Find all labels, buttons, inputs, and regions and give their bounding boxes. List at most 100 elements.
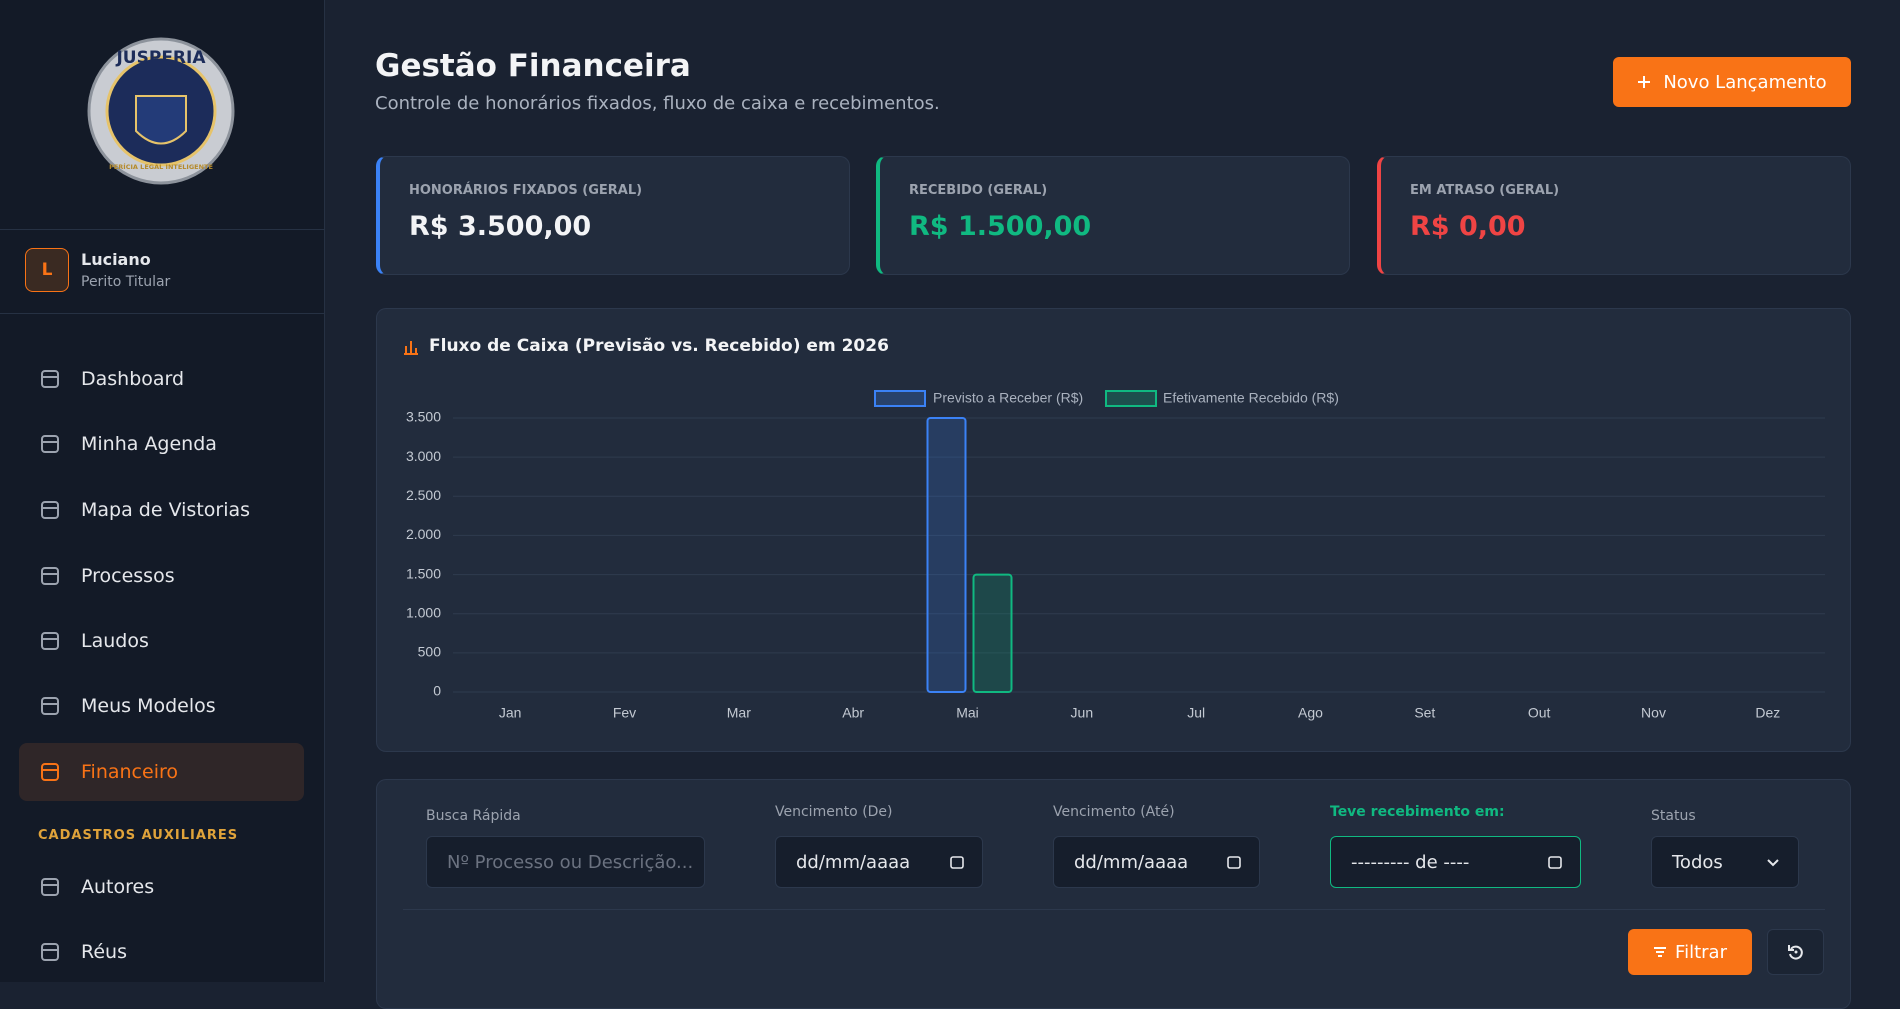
card-label: EM ATRASO (GERAL) [1410,183,1560,198]
nav-icon [41,943,59,961]
filter-label: Status [1651,808,1696,824]
nav-label: Laudos [81,630,149,652]
filter-panel [376,779,1851,1009]
user-name: Luciano [81,250,151,269]
x-tick-label: Jun [1071,705,1094,721]
stat-card: HONORÁRIOS FIXADOS (GERAL) R$ 3.500,00 [376,156,850,275]
nav-icon [41,763,59,781]
input-text: Todos [1672,851,1723,873]
nav-item[interactable]: Réus [19,923,304,981]
filter-input[interactable]: dd/mm/aaaa [1053,836,1260,888]
nav-icon [41,567,59,585]
input-text: dd/mm/aaaa [1074,851,1189,873]
filter-icon [1654,947,1667,957]
y-tick-label: 2.500 [406,487,441,503]
legend-label: Efetivamente Recebido (R$) [1163,390,1339,406]
nav-label: Meus Modelos [81,695,216,717]
reset-button[interactable] [1767,929,1824,975]
card-value: R$ 1.500,00 [909,211,1092,242]
button-label: Novo Lançamento [1663,71,1827,93]
dropdown-icon [1767,859,1779,867]
nav-label: Réus [81,941,127,963]
filter-input[interactable]: dd/mm/aaaa [775,836,983,888]
nav-label: Financeiro [81,761,178,783]
reset-icon [1787,945,1803,960]
legend-label: Previsto a Receber (R$) [933,390,1083,406]
x-tick-label: Set [1414,705,1435,721]
page: {"sidebar": {"brand": "JUSPERIA", "brand… [0,0,1851,1009]
input-text: --------- de ---- [1351,851,1470,873]
nav-icon [41,435,59,453]
nav-icon [41,632,59,650]
avatar: L [25,248,69,292]
nav-item[interactable]: Minha Agenda [19,415,304,473]
icon-shape [1767,859,1779,867]
x-tick-label: Mai [956,705,979,721]
nav-icon [41,878,59,896]
filter-label: Vencimento (Até) [1053,804,1175,820]
x-tick-label: Jul [1187,705,1205,721]
nav-item[interactable]: Autores [19,858,304,916]
nav-label: Processos [81,565,175,587]
nav-item[interactable]: Mapa de Vistorias [19,481,304,539]
divider [403,909,1825,910]
nav-item[interactable]: Meus Modelos [19,677,304,735]
page-title: Gestão Financeira [375,48,691,84]
y-tick-label: 3.500 [406,409,441,425]
y-tick-label: 2.000 [406,526,441,542]
nav-label: Mapa de Vistorias [81,499,251,521]
x-tick-label: Ago [1298,705,1323,721]
x-tick-label: Fev [613,705,636,721]
chart-panel: Fluxo de Caixa (Previsão vs. Recebido) e… [376,308,1851,752]
icon-shape [41,878,59,896]
input-text: dd/mm/aaaa [796,851,911,873]
divider [0,313,324,314]
x-tick-label: Out [1528,705,1551,721]
filter-input[interactable]: Todos [1651,836,1799,888]
filter-input[interactable]: Nº Processo ou Descrição... [426,836,705,888]
new-entry-button[interactable]: Novo Lançamento [1613,57,1851,107]
y-tick-label: 1.500 [406,565,441,581]
icon-shape [41,697,59,715]
nav-item[interactable]: Laudos [19,612,304,670]
nav-item[interactable]: Financeiro [19,743,304,801]
x-tick-label: Jan [499,705,522,721]
y-tick-label: 0 [433,683,441,699]
card-value: R$ 0,00 [1410,211,1526,242]
icon-shape [41,567,59,585]
stat-card: EM ATRASO (GERAL) R$ 0,00 [1377,156,1851,275]
nav-item[interactable]: Dashboard [19,350,304,408]
calendar-icon [1548,856,1562,869]
input-text: Nº Processo ou Descrição... [447,851,694,873]
brand: JUSPERIA [115,48,206,68]
nav-icon [41,501,59,519]
nav-icon [41,370,59,388]
y-tick-label: 500 [418,644,442,660]
brand-tagline: PERÍCIA LEGAL INTELIGENTE [109,162,213,171]
divider [0,229,324,230]
icon-shape [1548,856,1562,869]
plus-icon [1638,76,1651,88]
button-label: Filtrar [1675,941,1727,963]
filter-label: Busca Rápida [426,808,521,824]
user-role: Perito Titular [81,274,171,290]
y-tick-label: 3.000 [406,448,441,464]
filter-input[interactable]: --------- de ---- [1330,836,1581,888]
filter-label: Vencimento (De) [775,804,893,820]
bar [972,573,1013,694]
nav-label: Minha Agenda [81,433,217,455]
card-label: HONORÁRIOS FIXADOS (GERAL) [409,183,643,198]
x-tick-label: Abr [842,705,864,721]
icon-shape [41,632,59,650]
nav-item[interactable]: Processos [19,547,304,605]
calendar-icon [950,856,964,869]
icon-shape [41,501,59,519]
logo: JUSPERIA PERÍCIA LEGAL INTELIGENTE [87,37,235,185]
filter-button[interactable]: Filtrar [1628,929,1752,975]
x-tick-label: Nov [1641,705,1666,721]
nav-label: Dashboard [81,368,185,390]
page-subtitle: Controle de honorários fixados, fluxo de… [375,93,940,114]
icon-shape [41,763,59,781]
bar [926,417,967,693]
icon-shape [41,435,59,453]
